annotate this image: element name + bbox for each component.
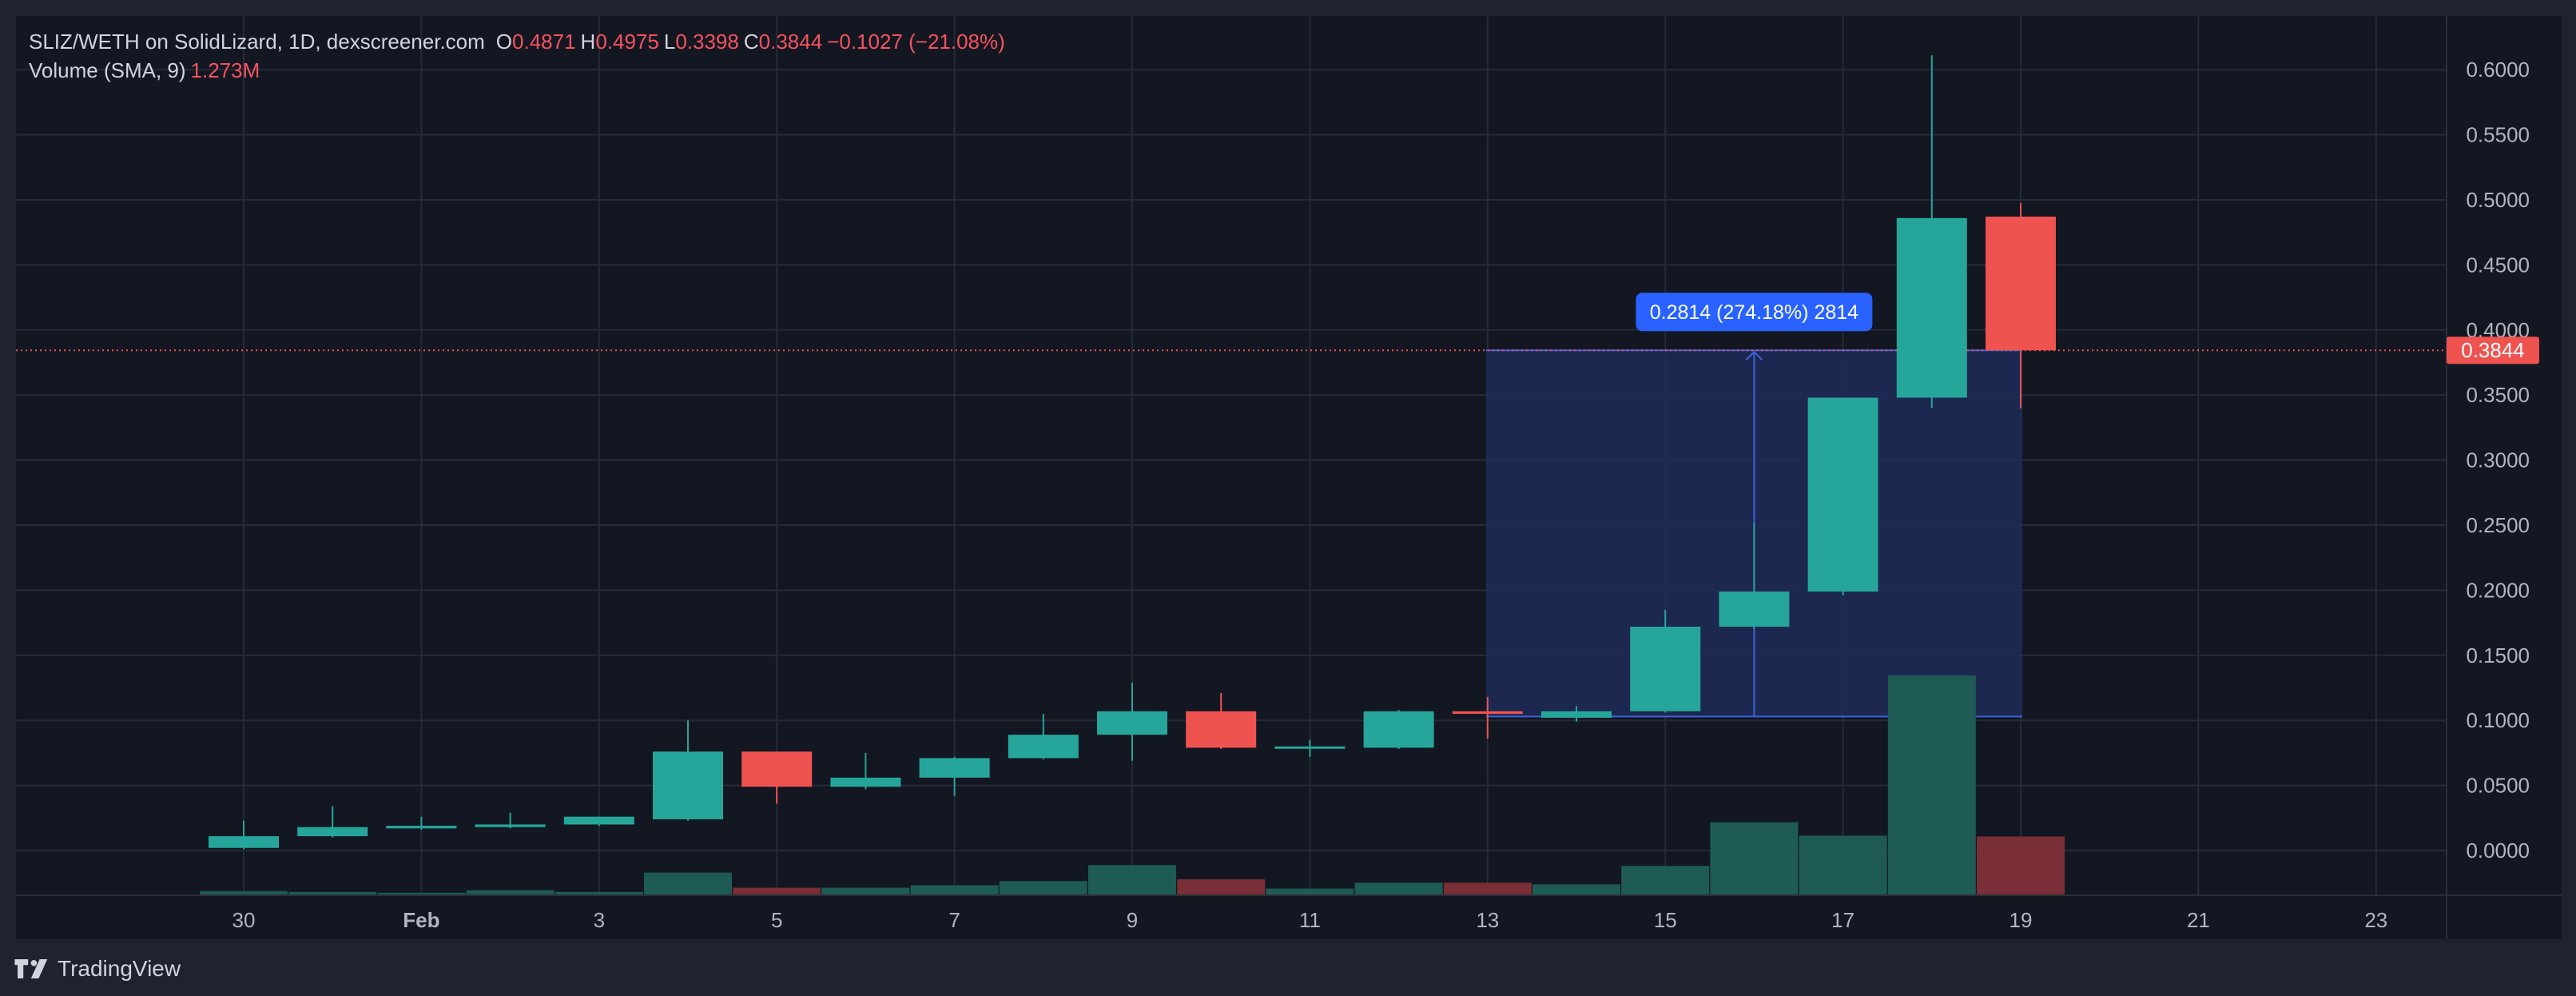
x-axis-tick-label: 21 [2187,908,2210,932]
volume-bar [1621,866,1710,895]
high-label: H [580,30,596,54]
candle-body[interactable] [1363,711,1434,748]
ohlc-row: SLIZ/WETH on SolidLizard, 1D, dexscreene… [29,27,1005,56]
volume-bar [821,887,910,895]
candle-body[interactable] [1896,217,1967,398]
y-axis-tick-label: 0.0000 [2466,839,2530,863]
volume-bar [910,885,999,895]
x-axis-tick-label: Feb [403,908,439,932]
measure-arrow-head-icon [1745,350,1763,361]
y-axis-tick-label: 0.1500 [2466,643,2530,667]
measure-label-box [1636,293,1873,332]
candle-body[interactable] [1807,397,1878,592]
x-axis-tick-label: 7 [948,908,960,932]
x-axis-tick-label: 13 [1476,908,1499,932]
candle-body[interactable] [386,826,457,829]
volume-bar [1177,879,1266,895]
plot-background [16,16,2562,939]
change-value: −0.1027 (−21.08%) [827,30,1005,54]
x-axis-tick-label: 15 [1654,908,1677,932]
candle-body[interactable] [1008,735,1079,759]
volume-bar [1266,888,1354,895]
volume-bar [1443,882,1532,895]
candle-body[interactable] [1986,217,2056,351]
candle-body[interactable] [741,751,813,787]
candle-body[interactable] [1452,711,1523,715]
x-axis-tick-label: 9 [1127,908,1138,932]
volume-bar [555,891,643,895]
volume-bar [288,891,377,895]
symbol-title: SLIZ/WETH on SolidLizard, 1D, dexscreene… [29,30,485,54]
y-axis-tick-label: 0.5500 [2466,123,2530,147]
y-axis-tick-label: 0.3000 [2466,448,2530,472]
volume-bar [1887,675,1976,895]
x-axis-tick-label: 19 [2010,908,2033,932]
tradingview-logo-icon [14,959,48,978]
y-axis-tick-label: 0.5000 [2466,188,2530,212]
volume-bars [200,675,2065,895]
candle-body[interactable] [1274,746,1346,749]
x-axis-tick-label: 17 [1831,908,1854,932]
high-value: 0.4975 [595,30,659,54]
footer-brand[interactable]: TradingView [14,953,181,985]
candle-body[interactable] [653,751,723,819]
volume-bar [466,890,555,895]
volume-bar [999,881,1087,895]
volume-bar [644,872,732,895]
volume-bar [1977,836,2065,895]
open-value: 0.4871 [512,30,576,54]
low-value: 0.3398 [675,30,739,54]
volume-bar [1354,882,1443,895]
candle-body[interactable] [297,827,368,837]
last-price-badge [2447,337,2539,365]
candle-body[interactable] [1186,711,1257,748]
close-label: C [743,30,759,54]
volume-bar [377,892,466,895]
candle-body[interactable] [475,824,546,827]
tradingview-brand-text: TradingView [58,956,181,981]
volume-bar [1088,865,1176,895]
volume-bar [1710,822,1799,895]
candle-body[interactable] [830,777,901,787]
x-axis-tick-label: 23 [2364,908,2387,932]
last-price-label: 0.3844 [2461,338,2525,362]
x-axis-tick-label: 5 [771,908,782,932]
volume-bar [1532,884,1620,895]
volume-label: Volume (SMA, 9) [29,58,186,82]
candle-body[interactable] [1630,626,1701,711]
volume-bar [200,890,288,895]
x-axis-tick-label: 3 [594,908,605,932]
low-label: L [663,30,676,54]
volume-value: 1.273M [190,58,260,82]
volume-bar [733,887,821,895]
candle-body[interactable] [563,816,634,825]
volume-bar [1799,835,1887,895]
y-axis-tick-label: 0.6000 [2466,58,2530,82]
y-axis-tick-label: 0.3500 [2466,383,2530,407]
x-axis-tick-label: 11 [1299,908,1321,932]
measure-label: 0.2814 (274.18%) 2814 [1650,301,1858,324]
candle-body[interactable] [919,758,990,778]
y-axis-tick-label: 0.4500 [2466,253,2530,277]
y-axis-tick-label: 0.2500 [2466,513,2530,537]
candle-body[interactable] [1097,711,1167,735]
candle-body[interactable] [209,836,279,848]
close-value: 0.3844 [758,30,823,54]
chart-legend: SLIZ/WETH on SolidLizard, 1D, dexscreene… [29,27,1005,85]
y-axis-tick-label: 0.2000 [2466,578,2530,602]
y-axis-tick-label: 0.0500 [2466,774,2530,798]
candles [209,55,2056,850]
open-label: O [495,30,513,54]
candle-body[interactable] [1719,592,1790,627]
candle-body[interactable] [1541,711,1612,718]
volume-row: Volume (SMA, 9) 1.273M [29,56,1005,85]
x-axis-tick-label: 30 [233,908,256,932]
y-axis-tick-label: 0.1000 [2466,708,2530,732]
